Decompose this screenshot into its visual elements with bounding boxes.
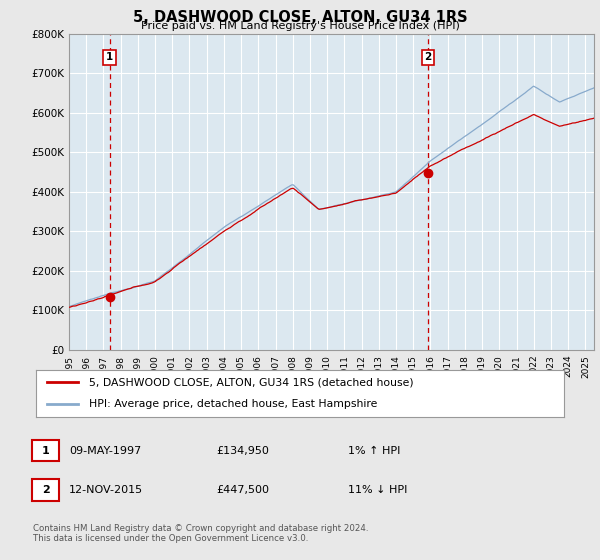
Text: 1: 1: [106, 52, 113, 62]
Text: 5, DASHWOOD CLOSE, ALTON, GU34 1RS: 5, DASHWOOD CLOSE, ALTON, GU34 1RS: [133, 10, 467, 25]
Text: £134,950: £134,950: [216, 446, 269, 456]
Text: 1% ↑ HPI: 1% ↑ HPI: [348, 446, 400, 456]
Text: Price paid vs. HM Land Registry's House Price Index (HPI): Price paid vs. HM Land Registry's House …: [140, 21, 460, 31]
Text: £447,500: £447,500: [216, 485, 269, 495]
Text: 2: 2: [42, 485, 49, 495]
Text: 09-MAY-1997: 09-MAY-1997: [69, 446, 141, 456]
Text: 11% ↓ HPI: 11% ↓ HPI: [348, 485, 407, 495]
Text: HPI: Average price, detached house, East Hampshire: HPI: Average price, detached house, East…: [89, 399, 377, 409]
Text: Contains HM Land Registry data © Crown copyright and database right 2024.
This d: Contains HM Land Registry data © Crown c…: [33, 524, 368, 543]
Text: 1: 1: [42, 446, 49, 456]
Text: 5, DASHWOOD CLOSE, ALTON, GU34 1RS (detached house): 5, DASHWOOD CLOSE, ALTON, GU34 1RS (deta…: [89, 377, 413, 388]
Text: 12-NOV-2015: 12-NOV-2015: [69, 485, 143, 495]
Text: 2: 2: [425, 52, 432, 62]
